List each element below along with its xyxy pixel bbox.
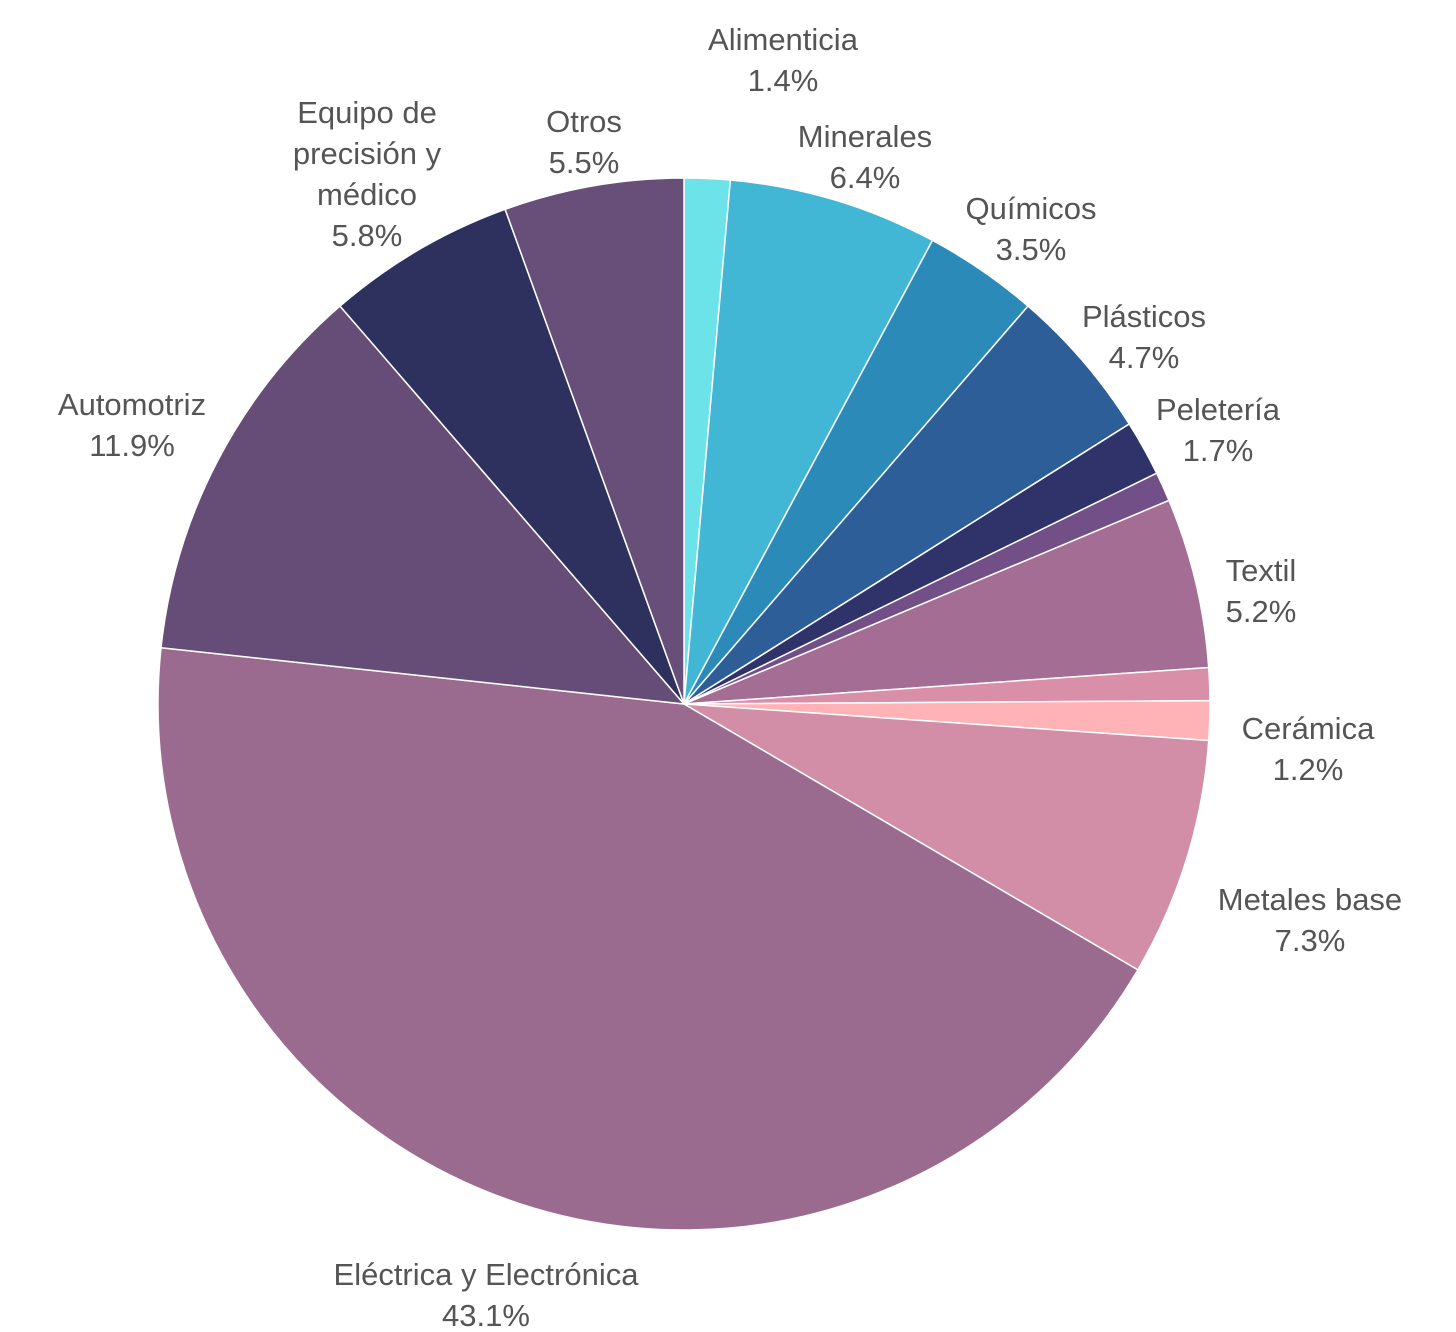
slice-name-label-alimenticia: Alimenticia xyxy=(708,22,859,57)
data-label-peleteria: 1.7% xyxy=(1183,433,1254,468)
data-label-ceramica: 1.2% xyxy=(1273,752,1344,787)
slice-name-label-electrica-y-electronica: Eléctrica y Electrónica xyxy=(334,1257,640,1292)
slice-name-label-equipo-de-precision-y-medico: precisión y xyxy=(293,136,442,171)
slice-name-label-equipo-de-precision-y-medico: médico xyxy=(317,177,417,212)
slice-name-label-quimicos: Químicos xyxy=(966,191,1097,226)
data-label-equipo-de-precision-y-medico: 5.8% xyxy=(332,218,403,253)
labels-layer: Alimenticia 1.4% Minerales 6.4% Químicos 3.5%… xyxy=(58,22,1402,1332)
slice-name-label-automotriz: Automotriz xyxy=(58,387,206,422)
data-label-textil: 5.2% xyxy=(1226,594,1297,629)
slice-name-label-metales-base: Metales base xyxy=(1218,882,1402,917)
pie-slice-plasticos[interactable] xyxy=(683,305,1131,705)
data-label-minerales: 6.4% xyxy=(830,160,901,195)
pie-slice-textil[interactable] xyxy=(683,499,1210,705)
slice-name-label-equipo-de-precision-y-medico: Equipo de xyxy=(297,95,437,130)
slice-name-label-plasticos: Plásticos xyxy=(1082,299,1206,334)
slice-name-label-otros: Otros xyxy=(546,104,622,139)
data-label-otros: 5.5% xyxy=(549,145,620,180)
pie-slice-automotriz[interactable] xyxy=(160,305,686,705)
pie-slice-otros[interactable] xyxy=(504,177,685,705)
pie-slice-minerales[interactable] xyxy=(683,179,934,705)
data-label-quimicos: 3.5% xyxy=(996,232,1067,267)
data-label-metales-base: 7.3% xyxy=(1275,923,1346,958)
slice-name-label-ceramica: Cerámica xyxy=(1242,711,1375,746)
slices-layer xyxy=(157,177,1211,1231)
data-label-alimenticia: 1.4% xyxy=(748,63,819,98)
data-label-automotriz: 11.9% xyxy=(89,428,175,463)
slice-name-label-peleteria: Peletería xyxy=(1156,392,1281,427)
slice-name-label-textil: Textil xyxy=(1226,553,1297,588)
pie-slice-equipo-de-precision-y-medico[interactable] xyxy=(338,208,685,705)
pie-slice-electrica-y-electronica[interactable] xyxy=(157,646,1139,1231)
slice-name-label-minerales: Minerales xyxy=(798,119,932,154)
data-label-electrica-y-electronica: 43.1% xyxy=(442,1298,530,1327)
pie-slice-metales-base[interactable] xyxy=(683,703,1210,971)
data-label-plasticos: 4.7% xyxy=(1109,340,1180,375)
